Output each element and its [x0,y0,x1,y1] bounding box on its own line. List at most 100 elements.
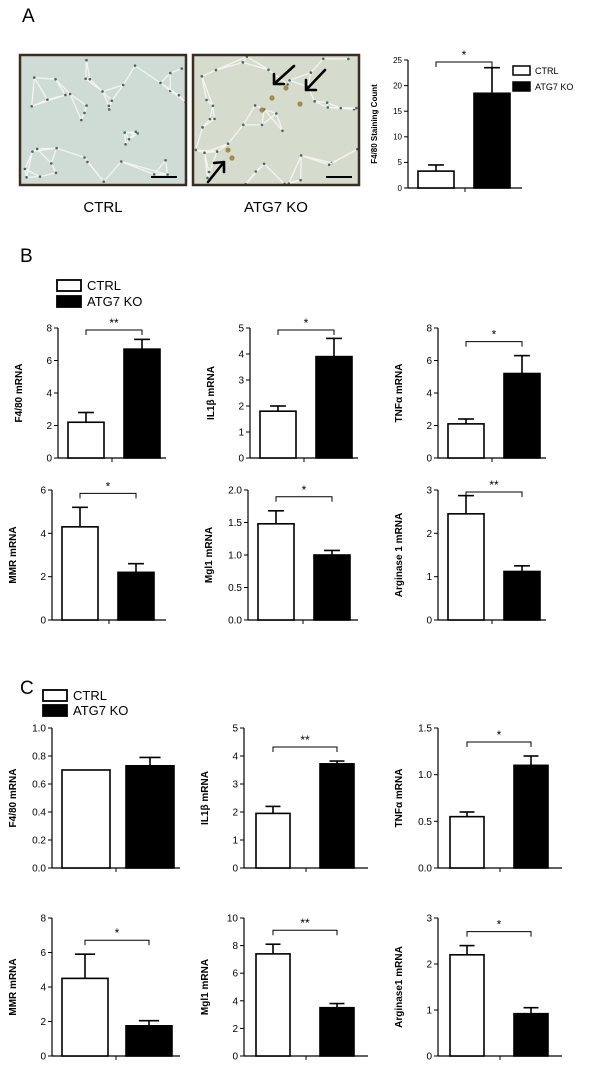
cell-membrane-line [121,160,155,175]
cell-membrane-line [201,76,214,106]
significance-bracket [465,341,523,347]
y-tick-label: 4 [238,350,244,361]
legend-a-ko-label: ATG7 KO [535,82,573,92]
nucleus-dot [31,150,34,153]
cell-membrane-line [86,161,105,183]
nucleus-dot [35,147,39,151]
cell-membrane-line [134,65,161,84]
chart-c-mmr: 0 2 4 6 8 MMR mRNA * [8,914,180,1063]
significance-bracket [272,746,338,753]
cell-membrane-line [261,109,265,125]
y-tick-label: 0 [426,616,432,627]
nucleus-dot [281,129,284,133]
y-tick-label: 0.6 [32,780,46,791]
y-tick-label: 0.5 [418,817,432,828]
significance-bracket [435,61,493,67]
cell-membrane-line [55,78,71,95]
cell-membrane-line [275,113,284,131]
cell-membrane-line [26,175,41,178]
y-tick-label: 5 [238,324,244,335]
cell-membrane-line [215,56,248,71]
y-tick-label: 1.0 [418,770,432,781]
y-tick-label: 4 [426,389,432,400]
bar-ctrl [255,953,291,1057]
cell-membrane-line [328,148,358,166]
nucleus-dot [325,101,329,104]
nucleus-dot [120,160,123,163]
bar-ctrl [61,526,99,621]
bar-atg7-ko [473,92,511,189]
nucleus-dot [313,100,316,103]
y-tick-label: 0 [238,454,244,465]
cell-membrane-line [206,151,218,179]
chart-b-mgl1: 0.0 0.5 1.0 1.5 2.0 Mgl1 mRNA * [204,483,358,627]
y-axis-label: TNFα mRNA [394,769,405,828]
y-tick-label: 0 [426,1052,432,1063]
chart-b-f480: 0 2 4 6 8 F4/80 mRNA ** [14,316,166,465]
y-axis-label: MMR mRNA [8,526,19,583]
y-tick-label: 2 [46,421,52,432]
y-axis-label: Arginase 1 mRNA [394,513,405,597]
significance-label: ** [489,478,499,492]
legend-c-ko-swatch [42,704,68,717]
nucleus-dot [84,77,87,81]
legend-a-ctrl-label: CTRL [535,66,559,76]
y-tick-label: 2.0 [228,486,242,497]
nucleus-dot [64,93,67,97]
cell-membrane-line [242,61,269,71]
cell-membrane-line [160,72,171,84]
cell-membrane-line [50,163,57,174]
cell-membrane-line [89,78,103,92]
legend-b: CTRL ATG7 KO [56,278,142,309]
bar-ctrl [449,953,485,1057]
cell-membrane-line [39,172,57,178]
nucleus-dot [85,58,88,62]
bar-atg7-ko [315,355,353,459]
nucleus-dot [321,57,325,61]
cell-membrane-line [85,60,88,79]
y-tick-label: 1 [238,428,244,439]
nucleus-dot [133,64,137,67]
nucleus-dot [152,173,156,176]
cell-membrane-line [102,84,124,93]
nucleus-dot [207,170,211,174]
cell-membrane-line [36,148,52,164]
bar-atg7-ko [125,1025,173,1057]
bar-atg7-ko [503,570,541,621]
cell-membrane-line [50,147,58,164]
nucleus-dot [253,104,257,107]
cell-membrane-line [195,127,204,151]
bar-ctrl [257,522,295,621]
nucleus-dot [107,108,111,111]
y-tick-label: 3 [232,780,238,791]
y-tick-label: 0 [232,1052,238,1063]
nucleus-dot [124,143,127,146]
cell-membrane-line [215,61,244,71]
chart-b-il1b: 0 1 2 3 4 5 IL1β mRNA * [206,316,358,465]
cell-membrane-line [122,65,136,86]
nucleus-dot [164,159,167,162]
f480-stain-spot [229,155,235,161]
y-tick-label: 5 [398,158,403,167]
cell-membrane-line [128,131,137,140]
significance-label: * [497,728,502,742]
micrograph-ctrl-background [20,55,186,185]
nucleus-dot [123,131,127,134]
cell-membrane-line [24,168,41,178]
cell-membrane-line [201,76,208,101]
cell-membrane-line [103,161,122,183]
cell-membrane-line [111,84,124,102]
significance-bracket [85,329,143,335]
nucleus-dot [200,75,204,78]
y-tick-label: 0 [46,454,52,465]
nucleus-dot [86,160,89,164]
significance-bracket [275,496,333,502]
f480-stain-spot [283,85,289,91]
legend-b-ko-label: ATG7 KO [87,294,142,309]
y-tick-label: 5 [232,724,238,735]
y-tick-label: 0.8 [32,752,46,763]
bar-ctrl [61,977,109,1057]
y-tick-label: 0 [398,184,403,193]
nucleus-dot [180,67,184,70]
cell-membrane-line [101,91,110,107]
